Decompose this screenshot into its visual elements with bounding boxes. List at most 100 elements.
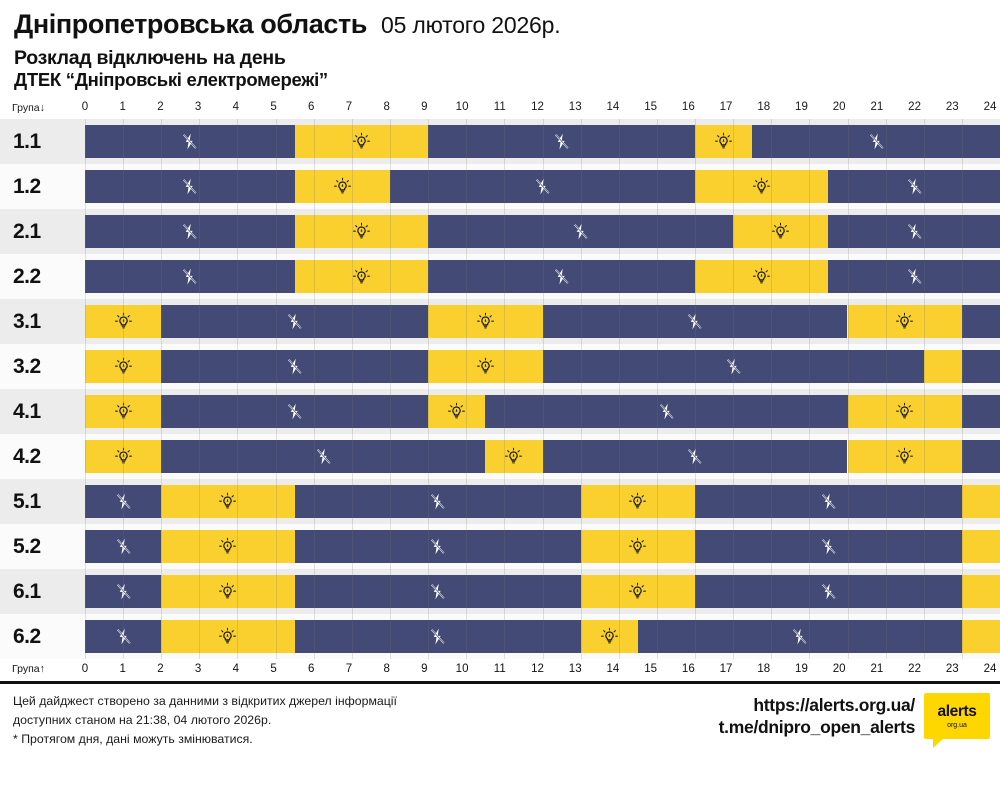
segment-3.2-off-1[interactable] (161, 350, 429, 384)
segment-2.1-off-0[interactable] (85, 215, 295, 249)
segment-2.2-off-4[interactable] (828, 260, 1000, 294)
segment-6.1-on-5[interactable] (961, 575, 1000, 609)
telegram-link[interactable]: t.me/dnipro_open_alerts (718, 717, 916, 738)
segment-4.2-on-0[interactable] (85, 440, 162, 474)
segment-4.1-off-1[interactable] (161, 395, 429, 429)
segment-2.1-on-1[interactable] (294, 215, 429, 249)
segment-6.2-off-2[interactable] (294, 620, 581, 654)
lightbulb-icon (114, 358, 132, 374)
segment-2.2-off-2[interactable] (428, 260, 695, 294)
segment-5.1-on-5[interactable] (961, 485, 1000, 519)
lightning-off-icon (688, 448, 702, 465)
timeline-track-3.1 (85, 299, 1000, 345)
hour-gridline-15 (656, 254, 658, 300)
axis-tick-10: 10 (455, 101, 469, 114)
segment-5.1-on-1[interactable] (161, 485, 295, 519)
segment-4.1-on-4[interactable] (847, 395, 962, 429)
segment-1.1-off-2[interactable] (428, 125, 695, 159)
segment-2.1-off-2[interactable] (428, 215, 734, 249)
axis-tick-20: 20 (832, 101, 846, 114)
segment-1.1-off-4[interactable] (752, 125, 1000, 159)
segment-6.1-off-2[interactable] (294, 575, 581, 609)
hour-gridline-1 (123, 614, 125, 660)
axis-top: Група↓ 0 1 2 3 4 5 6 7 8 9 10 11 12 13 14 15 16 17 18 19 20 2… (0, 99, 1000, 119)
timeline-bar-5.2 (85, 530, 1000, 564)
axis-tick-23: 23 (945, 663, 959, 676)
segment-2.2-on-1[interactable] (294, 260, 429, 294)
hour-gridline-0 (85, 299, 86, 345)
segment-5.2-off-2[interactable] (294, 530, 581, 564)
segment-3.1-off-3[interactable] (542, 305, 848, 339)
segment-5.2-on-3[interactable] (580, 530, 695, 564)
lightning-off-icon (821, 538, 836, 555)
segment-6.1-off-0[interactable] (85, 575, 162, 609)
segment-6.2-off-0[interactable] (85, 620, 162, 654)
segment-4.2-off-1[interactable] (161, 440, 486, 474)
segment-4.2-on-2[interactable] (485, 440, 543, 474)
axis-tick-12: 12 (531, 663, 544, 676)
hour-gridline-19 (809, 524, 811, 570)
hour-gridline-2 (161, 344, 163, 390)
hour-gridline-21 (885, 479, 887, 525)
segment-1.2-off-0[interactable] (85, 170, 295, 204)
segment-3.2-on-0[interactable] (85, 350, 162, 384)
group-label-3.2: 3.2 (13, 354, 41, 378)
segment-1.1-on-3[interactable] (694, 125, 753, 159)
segment-2.1-off-4[interactable] (828, 215, 1000, 249)
hour-gridline-6 (313, 254, 315, 300)
segment-5.1-off-2[interactable] (294, 485, 581, 519)
segment-1.1-off-0[interactable] (85, 125, 295, 159)
segment-1.2-off-4[interactable] (828, 170, 1000, 204)
axis-tick-18: 18 (757, 101, 771, 114)
hour-gridline-23 (961, 434, 963, 480)
segment-6.2-off-4[interactable] (637, 620, 962, 654)
segment-5.1-off-0[interactable] (85, 485, 162, 519)
lightning-off-icon (116, 583, 131, 600)
axis-tick-11: 11 (493, 101, 506, 114)
segment-4.2-off-3[interactable] (542, 440, 848, 474)
segment-3.2-on-2[interactable] (428, 350, 543, 384)
segment-5.2-on-1[interactable] (161, 530, 295, 564)
segment-1.2-on-1[interactable] (294, 170, 390, 204)
segment-3.1-on-2[interactable] (428, 305, 543, 339)
segment-6.2-on-5[interactable] (961, 620, 1000, 654)
segment-4.2-off-5[interactable] (961, 440, 1000, 474)
segment-4.1-on-2[interactable] (428, 395, 486, 429)
segment-6.1-on-3[interactable] (580, 575, 695, 609)
segment-4.1-off-5[interactable] (961, 395, 1000, 429)
segment-6.2-on-1[interactable] (161, 620, 295, 654)
segment-2.1-on-3[interactable] (733, 215, 829, 249)
axis-tick-16: 16 (681, 663, 695, 676)
segment-1.2-off-2[interactable] (389, 170, 695, 204)
hour-gridline-11 (504, 569, 506, 615)
lightning-off-icon (288, 403, 302, 420)
segment-3.1-off-5[interactable] (961, 305, 1000, 339)
segment-1.1-on-1[interactable] (294, 125, 429, 159)
segment-5.2-on-5[interactable] (961, 530, 1000, 564)
segment-3.1-off-1[interactable] (161, 305, 429, 339)
segment-4.2-on-4[interactable] (847, 440, 962, 474)
segment-3.2-off-3[interactable] (542, 350, 924, 384)
segment-6.1-off-4[interactable] (694, 575, 962, 609)
segment-2.2-on-3[interactable] (694, 260, 829, 294)
segment-5.2-off-4[interactable] (694, 530, 962, 564)
axis-tick-2: 2 (157, 101, 164, 114)
segment-1.2-on-3[interactable] (694, 170, 829, 204)
segment-6.1-on-1[interactable] (161, 575, 295, 609)
axis-group-label-top: Група↓ (12, 102, 45, 115)
segment-4.1-on-0[interactable] (85, 395, 162, 429)
segment-3.1-on-4[interactable] (847, 305, 962, 339)
lightbulb-icon (715, 133, 733, 149)
segment-3.2-off-5[interactable] (961, 350, 1000, 384)
segment-5.1-on-3[interactable] (580, 485, 695, 519)
group-label-3.1: 3.1 (13, 309, 41, 333)
segment-5.1-off-4[interactable] (694, 485, 962, 519)
website-link[interactable]: https://alerts.org.ua/ (753, 694, 915, 715)
segment-5.2-off-0[interactable] (85, 530, 162, 564)
segment-3.1-on-0[interactable] (85, 305, 162, 339)
segment-3.2-on-4[interactable] (923, 350, 962, 384)
timeline-track-5.2 (85, 524, 1000, 570)
segment-4.1-off-3[interactable] (485, 395, 848, 429)
segment-2.2-off-0[interactable] (85, 260, 295, 294)
segment-6.2-on-3[interactable] (580, 620, 638, 654)
